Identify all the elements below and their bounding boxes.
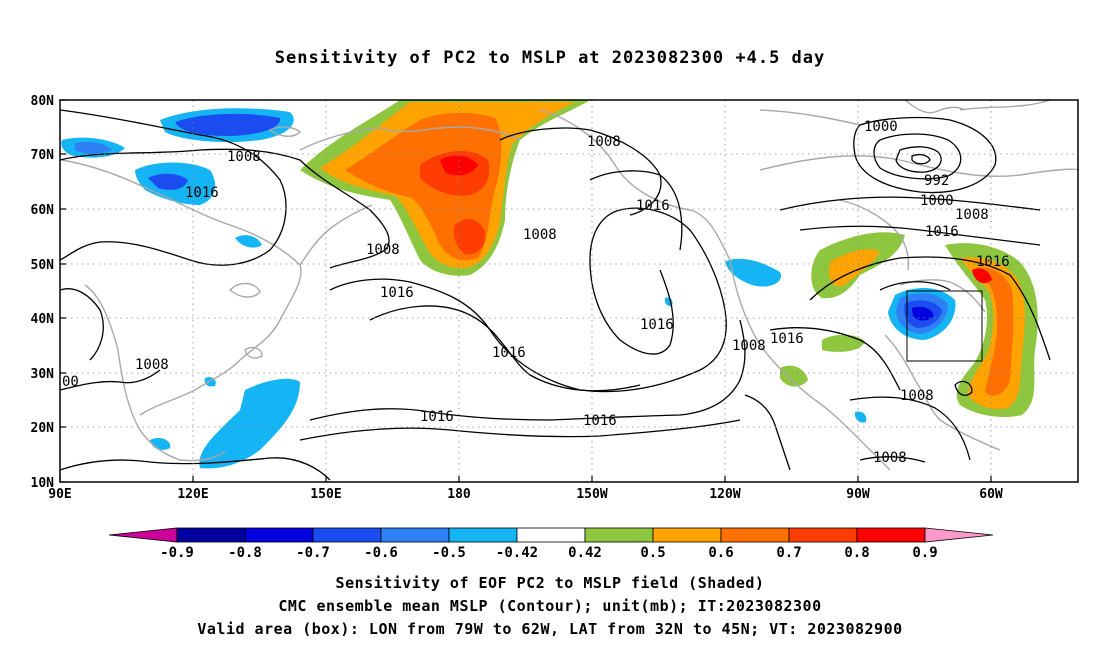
colorbar-tick-label: -0.6 — [364, 545, 398, 561]
latitude-labels: 80N 70N 60N 50N 40N 30N 20N 10N — [31, 94, 55, 491]
colorbar-tick-label: 0.42 — [568, 545, 602, 561]
colorbar-segment — [652, 527, 722, 543]
mslp-isobars — [59, 109, 1051, 481]
colorbar-tick-label: -0.9 — [160, 545, 194, 561]
lat-label: 10N — [31, 476, 55, 491]
colorbar-tick-label: 0.6 — [708, 545, 733, 561]
isobar-label: 1016 — [420, 409, 454, 425]
isobar-label: 1016 — [925, 224, 959, 240]
lon-label: 180 — [447, 487, 471, 502]
isobar-label: 1008 — [135, 357, 169, 373]
isobar-label: 1008 — [1068, 18, 1100, 34]
isobar-label: 1008 — [227, 149, 261, 165]
shade-red-orange — [454, 219, 486, 255]
isobar-label: 1008 — [523, 227, 557, 243]
isobar-label: 1008 — [900, 388, 934, 404]
caption-shaded: Sensitivity of EOF PC2 to MSLP field (Sh… — [335, 574, 765, 592]
colorbar-segment — [380, 527, 450, 543]
shade-cyan — [854, 411, 867, 423]
lat-label: 70N — [31, 148, 55, 163]
colorbar-segment — [720, 527, 790, 543]
colorbar-segment — [856, 527, 926, 543]
colorbar-segment — [516, 527, 586, 543]
isobar-label: 1016 — [583, 413, 617, 429]
shade-green — [780, 365, 808, 387]
lon-label: 90W — [846, 487, 870, 502]
lat-label: 30N — [31, 367, 55, 382]
shade-dark-orange — [975, 267, 1014, 396]
colorbar-segment — [176, 527, 246, 543]
isobar-label: 1000 — [920, 193, 954, 209]
lat-label: 50N — [31, 258, 55, 273]
isobar-label: 1008 — [587, 134, 621, 150]
colorbar-end-low — [108, 527, 178, 543]
isobar-label: 1016 — [492, 345, 526, 361]
shade-red — [972, 268, 992, 284]
colorbar-tick-label: 0.5 — [640, 545, 665, 561]
colorbar — [108, 527, 994, 543]
colorbar-tick-label: -0.42 — [496, 545, 538, 561]
colorbar-tick-label: -0.8 — [228, 545, 262, 561]
shade-cyan — [235, 235, 262, 248]
valid-area-box — [906, 290, 983, 362]
lon-label: 120E — [177, 487, 208, 502]
isobar-label: 00 — [62, 374, 79, 390]
lat-label: 20N — [31, 421, 55, 436]
lat-label: 40N — [31, 312, 55, 327]
isobar-label: 1016 — [636, 198, 670, 214]
colorbar-tick-label: -0.5 — [432, 545, 466, 561]
lat-label: 80N — [31, 94, 55, 109]
isobar-label: 1016 — [770, 331, 804, 347]
lon-label: 60W — [979, 487, 1003, 502]
lat-label: 60N — [31, 203, 55, 218]
coastlines — [61, 99, 1079, 471]
shade-green — [822, 334, 865, 352]
caption-valid-area: Valid area (box): LON from 79W to 62W, L… — [197, 620, 903, 638]
isobar-label: 1016 — [640, 317, 674, 333]
lat-lon-grid — [60, 100, 1078, 482]
shade-dark-blue — [912, 306, 934, 321]
lon-label: 150W — [576, 487, 607, 502]
shade-red — [440, 155, 478, 176]
colorbar-tick-label: 0.9 — [912, 545, 937, 561]
isobar-label: 1008 — [955, 207, 989, 223]
colorbar-segment — [584, 527, 654, 543]
shade-mid-blue — [75, 141, 112, 154]
map-frame — [59, 99, 1079, 483]
figure-title: Sensitivity of PC2 to MSLP at 2023082300… — [274, 48, 826, 68]
colorbar-tick-label: 0.8 — [844, 545, 869, 561]
isobar-label: 1016 — [185, 185, 219, 201]
lon-label: 120W — [709, 487, 740, 502]
isobar-label: 1016 — [976, 254, 1010, 270]
shade-cyan — [199, 378, 300, 469]
shade-blue — [175, 113, 281, 136]
caption-contour: CMC ensemble mean MSLP (Contour); unit(m… — [278, 597, 822, 615]
lon-label: 90E — [48, 487, 71, 502]
colorbar-segment — [788, 527, 858, 543]
isobar-labels: 1008 1016 1008 1016 1008 1016 1016 1008 … — [62, 18, 1100, 466]
axis-ticks — [59, 99, 992, 483]
lon-label: 150E — [310, 487, 341, 502]
colorbar-tick-label: -0.7 — [296, 545, 330, 561]
longitude-labels: 90E 120E 150E 180 150W 120W 90W 60W — [48, 487, 1003, 502]
isobar-label: 1008 — [366, 242, 400, 258]
shade-blue — [148, 173, 188, 190]
isobar-label: 1000 — [864, 119, 898, 135]
isobar-label: 1016 — [380, 285, 414, 301]
colorbar-segment — [448, 527, 518, 543]
colorbar-segment — [244, 527, 314, 543]
shade-cyan — [725, 258, 781, 287]
colorbar-segment — [312, 527, 382, 543]
colorbar-labels: -0.9 -0.8 -0.7 -0.6 -0.5 -0.42 0.42 0.5 … — [160, 545, 938, 561]
colorbar-tick-label: 0.7 — [776, 545, 801, 561]
isobar-label: 1008 — [732, 338, 766, 354]
isobar-label: 1008 — [873, 450, 907, 466]
colorbar-end-high — [924, 527, 994, 543]
isobar-label: 992 — [924, 173, 949, 189]
